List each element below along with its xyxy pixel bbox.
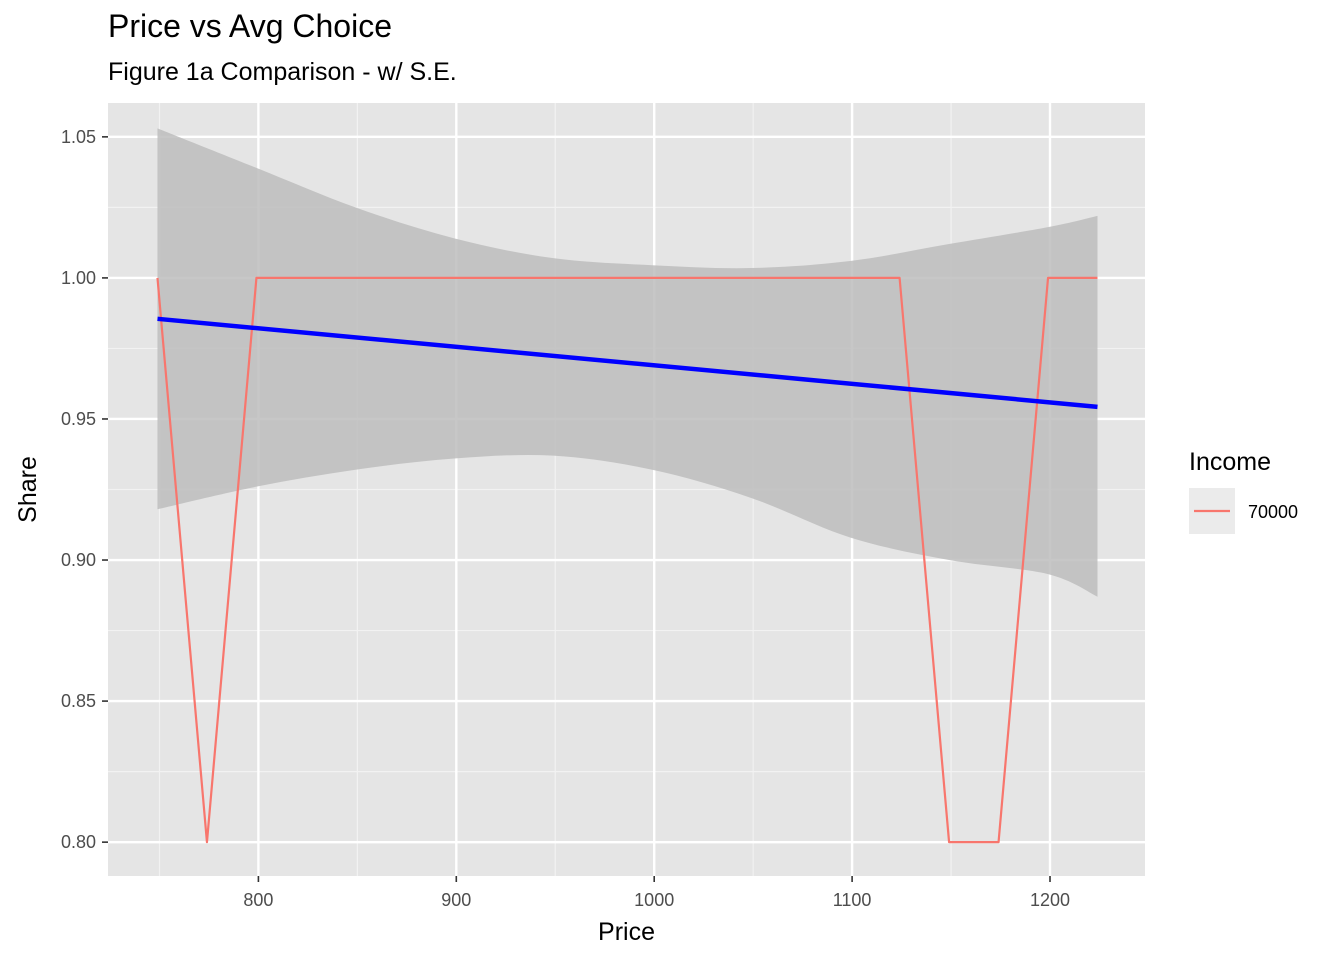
x-axis-title: Price (598, 918, 655, 946)
x-tick-label: 1200 (1030, 890, 1070, 910)
regression-line (157, 316, 1098, 410)
series-line-70000 (156, 276, 1098, 844)
legend-title: Income (1189, 448, 1271, 476)
legend: Income 70000 (1189, 448, 1298, 534)
chart-title: Price vs Avg Choice (108, 8, 392, 44)
y-tick-label: 1.00 (61, 268, 96, 288)
x-axis: 800 900 1000 1100 1200 (243, 876, 1070, 910)
x-tick-label: 1000 (634, 890, 674, 910)
x-tick-label: 800 (243, 890, 273, 910)
y-tick-label: 0.85 (61, 691, 96, 711)
y-axis: 0.80 0.85 0.90 0.95 1.00 1.05 (61, 127, 108, 852)
x-tick-label: 900 (441, 890, 471, 910)
y-tick-label: 1.05 (61, 127, 96, 147)
y-tick-label: 0.80 (61, 832, 96, 852)
x-tick-label: 1100 (833, 890, 872, 910)
chart-subtitle: Figure 1a Comparison - w/ S.E. (108, 58, 457, 86)
legend-label: 70000 (1248, 502, 1298, 522)
series-layer (156, 276, 1098, 844)
y-axis-title: Share (14, 456, 42, 523)
y-tick-label: 0.90 (61, 550, 96, 570)
y-tick-label: 0.95 (61, 409, 96, 429)
